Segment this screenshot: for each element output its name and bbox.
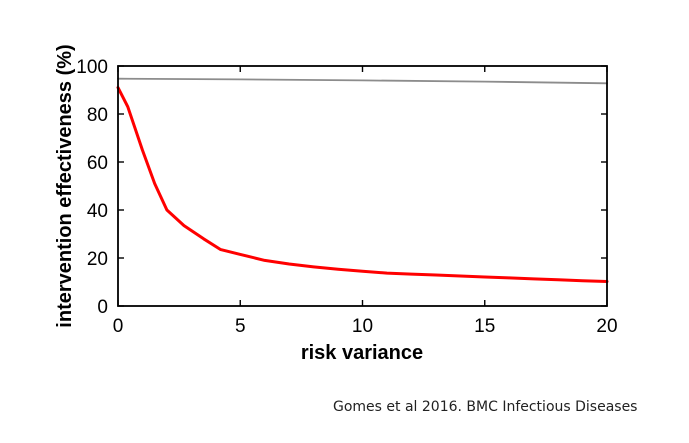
y-ticks: 0 20 40 60 80 100 [76,57,607,318]
y-tick-label: 60 [87,153,108,174]
x-tick-label: 15 [474,316,495,337]
y-tick-label: 40 [87,201,108,222]
x-tick-label: 20 [596,316,617,337]
series-layer [116,77,609,283]
y-tick-label: 0 [97,297,108,318]
y-axis-label: intervention effectiveness (%) [54,44,76,327]
series-line-2 [117,77,608,85]
x-tick-label: 0 [113,316,124,337]
x-tick-label: 10 [352,316,373,337]
x-axis-label: risk variance [301,342,423,364]
x-tick-label: 5 [235,316,246,337]
y-tick-label: 100 [76,57,108,78]
y-tick-label: 80 [87,105,108,126]
x-ticks: 0 5 10 15 20 [113,66,618,337]
citation-caption: Gomes et al 2016. BMC Infectious Disease… [333,399,638,415]
series-line-1 [116,86,609,283]
y-tick-label: 20 [87,249,108,270]
